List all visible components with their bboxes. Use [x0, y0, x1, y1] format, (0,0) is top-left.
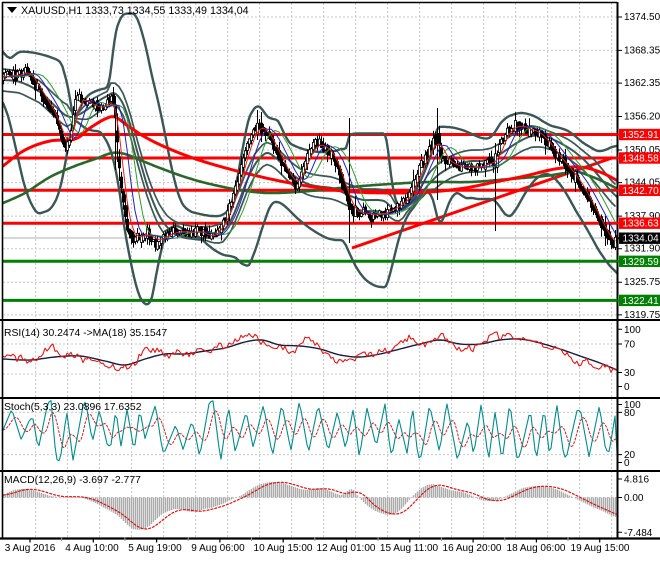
- svg-text:1329.59: 1329.59: [623, 257, 660, 268]
- svg-text:Stoch(5,3,3) 23.0896 17.6352: Stoch(5,3,3) 23.0896 17.6352: [4, 402, 142, 413]
- svg-text:0.00: 0.00: [624, 493, 644, 504]
- svg-text:20: 20: [624, 450, 636, 461]
- svg-text:1374.50: 1374.50: [624, 12, 660, 23]
- svg-text:1362.35: 1362.35: [624, 78, 660, 89]
- svg-text:18 Aug 06:00: 18 Aug 06:00: [507, 543, 566, 554]
- svg-text:1331.90: 1331.90: [624, 244, 660, 255]
- svg-text:MACD(12,26,9) -3.697 -2.777: MACD(12,26,9) -3.697 -2.777: [4, 475, 141, 486]
- svg-text:100: 100: [624, 325, 641, 336]
- svg-text:1350.05: 1350.05: [624, 145, 660, 156]
- svg-text:1344.05: 1344.05: [624, 178, 660, 189]
- svg-text:1322.41: 1322.41: [623, 296, 660, 307]
- svg-text:1319.75: 1319.75: [624, 310, 660, 321]
- svg-text:3 Aug 2016: 3 Aug 2016: [5, 543, 56, 554]
- svg-text:1325.75: 1325.75: [624, 277, 660, 288]
- svg-text:9 Aug 06:00: 9 Aug 06:00: [191, 543, 245, 554]
- svg-text:0: 0: [624, 458, 630, 469]
- svg-text:10 Aug 15:00: 10 Aug 15:00: [254, 543, 313, 554]
- svg-text:1348.58: 1348.58: [623, 154, 660, 165]
- svg-text:1336.63: 1336.63: [623, 219, 660, 230]
- svg-text:0: 0: [624, 382, 630, 393]
- svg-text:80: 80: [624, 408, 636, 419]
- svg-text:19 Aug 15:00: 19 Aug 15:00: [571, 543, 630, 554]
- svg-text:XAUUSD,H1 1333,73 1334,55 133: XAUUSD,H1 1333,73 1334,55 1333,49 1334,0…: [21, 5, 249, 17]
- svg-text:70: 70: [624, 340, 636, 351]
- svg-text:15 Aug 11:00: 15 Aug 11:00: [380, 543, 439, 554]
- svg-text:1334.04: 1334.04: [623, 234, 660, 245]
- svg-text:4 Aug 10:00: 4 Aug 10:00: [65, 543, 119, 554]
- svg-text:100: 100: [624, 400, 641, 411]
- svg-text:16 Aug 20:00: 16 Aug 20:00: [443, 543, 502, 554]
- svg-text:30: 30: [624, 368, 636, 379]
- svg-text:1352.91: 1352.91: [623, 130, 660, 141]
- svg-text:12 Aug 01:00: 12 Aug 01:00: [317, 543, 376, 554]
- svg-text:1368.35: 1368.35: [624, 45, 660, 56]
- svg-text:-7.484: -7.484: [624, 528, 653, 539]
- svg-text:RSI(14) 30.2474 ->MA(18) 35.1: RSI(14) 30.2474 ->MA(18) 35.1547: [4, 328, 167, 339]
- svg-text:1337.90: 1337.90: [624, 211, 660, 222]
- svg-text:4.816: 4.816: [624, 475, 649, 486]
- svg-text:1356.20: 1356.20: [624, 111, 660, 122]
- svg-text:1342.70: 1342.70: [623, 186, 660, 197]
- svg-text:5 Aug 19:00: 5 Aug 19:00: [128, 543, 182, 554]
